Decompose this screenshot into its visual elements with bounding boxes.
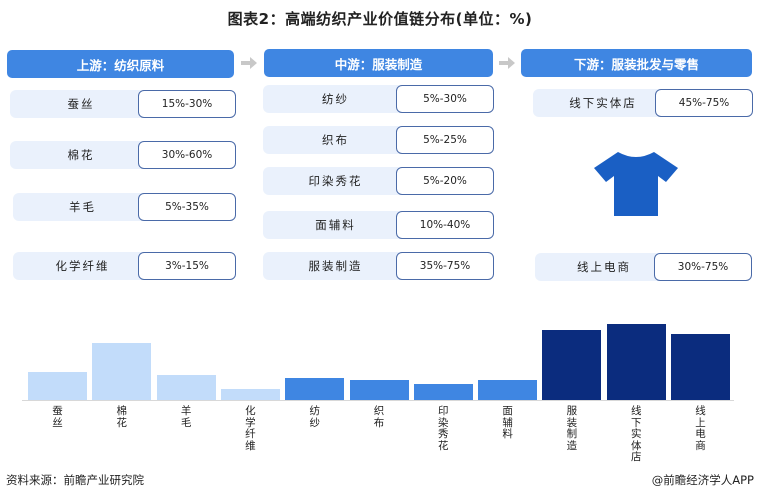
x-axis-label: 线上电商 xyxy=(695,405,706,452)
item-label: 织布 xyxy=(263,126,408,154)
item-label: 化学纤维 xyxy=(13,252,152,280)
credit-note: @前瞻经济学人APP xyxy=(651,473,754,487)
item-label: 棉花 xyxy=(10,141,152,169)
x-axis-label: 织布 xyxy=(373,405,385,429)
item-range: 45%-75% xyxy=(655,89,753,117)
item-range: 15%-30% xyxy=(138,90,236,118)
item-label: 服装制造 xyxy=(263,252,408,280)
item-range: 30%-60% xyxy=(138,141,236,169)
upstream-row: 蚕丝 15%-30% xyxy=(10,90,236,118)
value-distribution-bar-chart: 蚕丝 棉花 羊毛 化学纤维 纺纱 织布 印染秀花 面辅料 服装制造 线下实体店 线上电商 xyxy=(0,300,760,463)
stage-header-upstream: 上游：纺织原料 xyxy=(7,50,234,78)
x-axis-label: 羊毛 xyxy=(180,405,192,429)
downstream-row: 线上电商 30%-75% xyxy=(535,253,752,281)
item-label: 羊毛 xyxy=(13,193,152,221)
x-axis-label: 化学纤维 xyxy=(245,405,256,452)
item-label: 线下实体店 xyxy=(533,89,673,117)
downstream-row: 线下实体店 45%-75% xyxy=(533,89,753,117)
bar xyxy=(220,389,280,400)
bar xyxy=(478,380,538,400)
tshirt-icon xyxy=(594,152,678,216)
x-axis-line xyxy=(22,400,734,401)
item-label: 面辅料 xyxy=(263,211,408,239)
x-axis-label: 蚕丝 xyxy=(52,405,63,429)
item-label: 纺纱 xyxy=(263,85,408,113)
stage-header-midstream: 中游：服装制造 xyxy=(264,49,493,77)
chart-title: 图表2：高端纺织产业价值链分布(单位：%) xyxy=(227,10,533,28)
bar xyxy=(92,343,152,400)
bar xyxy=(542,330,602,400)
x-axis-label: 纺纱 xyxy=(309,405,320,429)
midstream-row: 面辅料 10%-40% xyxy=(263,211,494,239)
bar xyxy=(156,375,216,400)
bar xyxy=(606,324,666,400)
item-range: 30%-75% xyxy=(654,253,752,281)
item-label: 线上电商 xyxy=(535,253,673,281)
bar xyxy=(413,384,473,400)
x-axis-label: 面辅料 xyxy=(502,405,513,440)
x-axis-label: 印染秀花 xyxy=(438,405,449,452)
bar xyxy=(285,378,345,400)
source-note: 资料来源：前瞻产业研究院 xyxy=(6,473,144,487)
bar xyxy=(349,380,409,400)
midstream-row: 织布 5%-25% xyxy=(263,126,494,154)
upstream-row: 棉花 30%-60% xyxy=(10,141,236,169)
item-range: 3%-15% xyxy=(138,252,236,280)
item-range: 5%-35% xyxy=(138,193,236,221)
stage-header-downstream: 下游：服装批发与零售 xyxy=(521,49,752,77)
item-label: 蚕丝 xyxy=(10,90,152,118)
upstream-row: 羊毛 5%-35% xyxy=(13,193,236,221)
arrow-right-icon xyxy=(241,57,257,69)
item-range: 5%-25% xyxy=(396,126,494,154)
item-label: 印染秀花 xyxy=(263,167,408,195)
item-range: 5%-20% xyxy=(396,167,494,195)
upstream-row: 化学纤维 3%-15% xyxy=(13,252,236,280)
arrow-right-icon xyxy=(499,57,515,69)
x-axis-label: 棉花 xyxy=(116,405,128,429)
x-axis-label: 服装制造 xyxy=(566,405,578,452)
midstream-row: 印染秀花 5%-20% xyxy=(263,167,494,195)
midstream-row: 纺纱 5%-30% xyxy=(263,85,494,113)
midstream-row: 服装制造 35%-75% xyxy=(263,252,494,280)
bar xyxy=(28,372,87,400)
item-range: 35%-75% xyxy=(396,252,494,280)
x-axis-label: 线下实体店 xyxy=(630,405,642,463)
bar xyxy=(671,334,730,400)
item-range: 10%-40% xyxy=(396,211,494,239)
item-range: 5%-30% xyxy=(396,85,494,113)
